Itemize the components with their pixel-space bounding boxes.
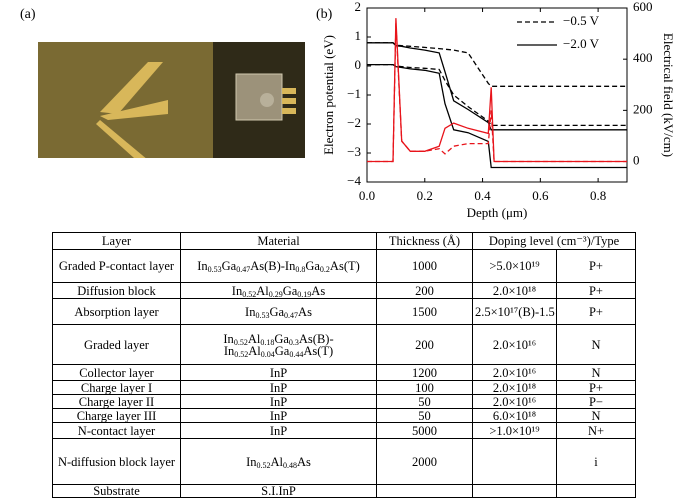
table-cell: i <box>557 439 636 485</box>
table-cell: >1.0×10¹⁹ <box>473 423 557 439</box>
table-cell: 2.0×10¹⁶ <box>473 395 557 409</box>
table-cell: 200 <box>377 325 473 365</box>
y-tick-label: 0 <box>355 57 362 72</box>
chart: Depth (μm) Electron potential (eV) Elect… <box>0 0 684 230</box>
table-cell: Charge layer III <box>53 409 181 423</box>
table-cell: Substrate <box>53 485 181 498</box>
table-cell <box>377 485 473 498</box>
y-tick-label: −3 <box>347 144 361 159</box>
table-cell: P− <box>557 395 636 409</box>
header-cell: Layer <box>53 233 181 250</box>
table-cell: N <box>557 325 636 365</box>
table-cell: N+ <box>557 423 636 439</box>
table-cell: N <box>557 365 636 381</box>
table-cell: N <box>557 409 636 423</box>
table-cell: P+ <box>557 250 636 283</box>
table-cell: 50 <box>377 395 473 409</box>
y-tick-label: −1 <box>347 86 361 101</box>
table-cell: 50 <box>377 409 473 423</box>
table-cell: 2.0×10¹⁸ <box>473 381 557 395</box>
table-cell: InP <box>181 381 377 395</box>
x-tick-label: 0.6 <box>532 188 549 203</box>
series-line <box>367 65 627 126</box>
table-cell: 6.0×10¹⁸ <box>473 409 557 423</box>
y2-tick-label: 600 <box>633 0 653 14</box>
table-cell: 1500 <box>377 299 473 325</box>
table-cell: In0.53Ga0.47As(B)-In0.8Ga0.2As(T) <box>181 250 377 283</box>
table-cell: P+ <box>557 299 636 325</box>
y2-axis-title: Electrical field (kV/cm) <box>661 33 676 157</box>
table-cell: In0.52Al0.29Ga0.19As <box>181 283 377 299</box>
table-cell: 2000 <box>377 439 473 485</box>
table-cell: InP <box>181 395 377 409</box>
table-cell: >5.0×10¹⁹ <box>473 250 557 283</box>
table-cell: 2.5×10¹⁷(B)-1.5×10¹⁹(T) <box>473 299 557 325</box>
table-cell: InP <box>181 365 377 381</box>
table-cell: Charge layer I <box>53 381 181 395</box>
page: (a) (b) Depth (μm) Electron potential (e… <box>0 0 684 501</box>
table-cell: Absorption layer <box>53 299 181 325</box>
y-axis-title: Electron potential (eV) <box>321 35 336 155</box>
table-cell: 2.0×10¹⁸ <box>473 283 557 299</box>
legend-label: −2.0 V <box>563 36 600 51</box>
table-cell: Graded P-contact layer <box>53 250 181 283</box>
table-cell: Charge layer II <box>53 395 181 409</box>
header-cell: Material <box>181 233 377 250</box>
y2-tick-label: 400 <box>633 50 653 65</box>
table-cell: N-diffusion block layer <box>53 439 181 485</box>
y-tick-label: 2 <box>355 0 362 14</box>
y-tick-label: −2 <box>347 115 361 130</box>
table-cell: N-contact layer <box>53 423 181 439</box>
table-cell: InP <box>181 409 377 423</box>
header-cell: Doping level (cm⁻³)/Type <box>473 233 636 250</box>
plot-frame <box>367 8 627 182</box>
x-tick-label: 0.4 <box>474 188 491 203</box>
table-cell: 1200 <box>377 365 473 381</box>
table-cell: In0.52Al0.18Ga0.3As(B)-In0.52Al0.04Ga0.4… <box>181 325 377 365</box>
table-cell <box>557 485 636 498</box>
table-cell: 5000 <box>377 423 473 439</box>
series-line <box>367 65 627 168</box>
table-cell: Collector layer <box>53 365 181 381</box>
table-cell: Diffusion block <box>53 283 181 299</box>
table-cell: Graded layer <box>53 325 181 365</box>
x-tick-label: 0.2 <box>417 188 433 203</box>
table-cell: In0.52Al0.48As <box>181 439 377 485</box>
table-cell: 200 <box>377 283 473 299</box>
header-cell: Thickness (Å) <box>377 233 473 250</box>
table-cell: P+ <box>557 381 636 395</box>
table-cell: In0.53Ga0.47As <box>181 299 377 325</box>
table-cell <box>473 485 557 498</box>
table-cell: InP <box>181 423 377 439</box>
x-axis-title: Depth (μm) <box>467 205 528 220</box>
table-cell: 2.0×10¹⁶ <box>473 365 557 381</box>
table-cell: S.I.InP <box>181 485 377 498</box>
x-tick-label: 0.8 <box>590 188 606 203</box>
legend-label: −0.5 V <box>563 13 600 28</box>
y-tick-label: 1 <box>355 28 362 43</box>
y2-tick-label: 0 <box>633 153 640 168</box>
table-cell: 2.0×10¹⁶ <box>473 325 557 365</box>
table-cell: 1000 <box>377 250 473 283</box>
x-tick-label: 0.0 <box>359 188 375 203</box>
table-cell: 100 <box>377 381 473 395</box>
table-cell <box>473 439 557 485</box>
y-tick-label: −4 <box>347 173 361 188</box>
y2-tick-label: 200 <box>633 101 653 116</box>
table-cell: P+ <box>557 283 636 299</box>
